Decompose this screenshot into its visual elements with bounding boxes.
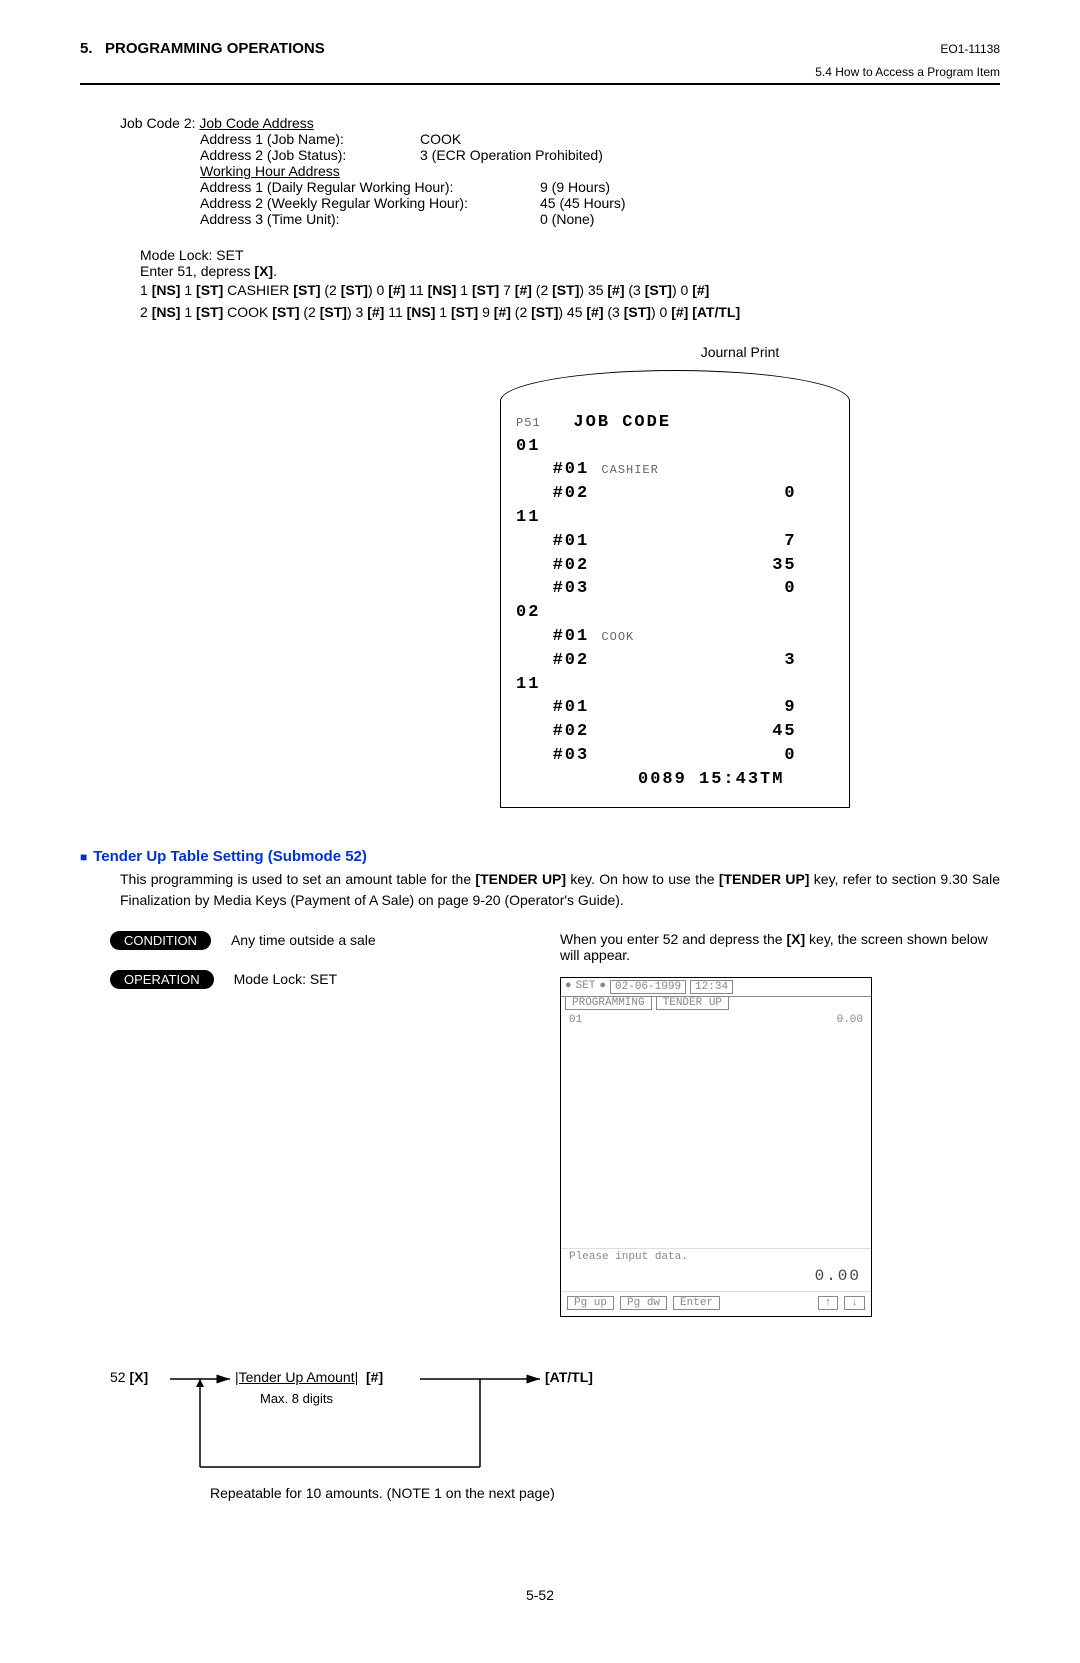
up-button[interactable]: ↑ <box>818 1296 839 1310</box>
screen-intro: When you enter 52 and depress the [X] ke… <box>560 931 1000 963</box>
tender-up-desc: This programming is used to set an amoun… <box>120 869 1000 911</box>
screen-prompt: Please input data. <box>561 1248 871 1265</box>
journal-print-label: Journal Print <box>480 344 1000 360</box>
condition-text: Any time outside a sale <box>231 932 376 948</box>
mode-lock: Mode Lock: SET <box>140 247 1000 263</box>
pgdw-button[interactable]: Pg dw <box>620 1296 667 1310</box>
addr1-val: COOK <box>420 131 1000 147</box>
section-header: 5. PROGRAMMING OPERATIONS <box>80 40 325 57</box>
enter-line: Enter 51, depress [X]. <box>140 263 1000 279</box>
key-sequence-2: 2 [NS] 1 [ST] COOK [ST] (2 [ST]) 3 [#] 1… <box>140 301 1000 323</box>
wha3-val: 0 (None) <box>540 211 1000 227</box>
wha2-val: 45 (45 Hours) <box>540 195 1000 211</box>
wha3-label: Address 3 (Time Unit): <box>200 211 540 227</box>
header-rule <box>80 83 1000 85</box>
flow-diagram: 52 [X] |Tender Up Amount| [#] Max. 8 dig… <box>110 1367 1000 1527</box>
terminal-screen: ● SET ● 02-06-1999 12:34 PROGRAMMING TEN… <box>560 977 872 1317</box>
square-icon: ■ <box>80 850 87 864</box>
enter-button[interactable]: Enter <box>673 1296 720 1310</box>
screen-amount: 0.00 <box>561 1265 871 1291</box>
condition-pill: CONDITION <box>110 931 211 950</box>
journal-receipt: P51 JOB CODE 01 #01 CASHIER #02 0 11 #01… <box>500 370 850 808</box>
operation-text: Mode Lock: SET <box>234 971 338 987</box>
page-number: 5-52 <box>80 1587 1000 1603</box>
wha1-label: Address 1 (Daily Regular Working Hour): <box>200 179 540 195</box>
job-code-block: Job Code 2: Job Code Address <box>120 115 1000 131</box>
addr1-label: Address 1 (Job Name): <box>200 131 420 147</box>
key-sequence-1: 1 [NS] 1 [ST] CASHIER [ST] (2 [ST]) 0 [#… <box>140 279 1000 301</box>
wha2-label: Address 2 (Weekly Regular Working Hour): <box>200 195 540 211</box>
subsection-label: 5.4 How to Access a Program Item <box>80 65 1000 79</box>
screen-tab-tenderup: TENDER UP <box>656 997 729 1010</box>
operation-pill: OPERATION <box>110 970 214 989</box>
pgup-button[interactable]: Pg up <box>567 1296 614 1310</box>
addr2-val: 3 (ECR Operation Prohibited) <box>420 147 1000 163</box>
tender-up-heading: ■Tender Up Table Setting (Submode 52) <box>80 848 1000 865</box>
wha1-val: 9 (9 Hours) <box>540 179 1000 195</box>
doc-number: EO1-11138 <box>940 42 1000 56</box>
down-button[interactable]: ↓ <box>844 1296 865 1310</box>
wha-label: Working Hour Address <box>200 163 340 179</box>
addr2-label: Address 2 (Job Status): <box>200 147 420 163</box>
screen-tab-programming: PROGRAMMING <box>565 997 652 1010</box>
